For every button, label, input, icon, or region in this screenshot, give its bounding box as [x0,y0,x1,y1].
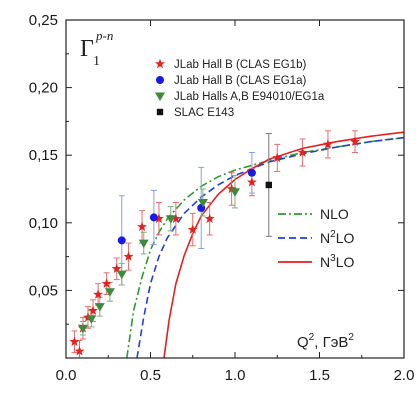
x-tick-label: 0.5 [140,367,161,384]
data-point-triangle-down [77,324,88,334]
x-axis-label: Q2, ГэВ2 [297,332,354,351]
data-point-circle [149,213,158,222]
y-tick-label: 0,25 [29,12,58,29]
curves-layer [126,131,405,359]
legend-marker-triangle-down [155,92,165,101]
data-point-star [88,305,98,315]
legend-data-series: JLab Hall B (CLAS EG1b) JLab Hall B (CLAS… [155,58,325,119]
data-point-star [350,136,360,146]
data-point-star [74,346,85,356]
x-tick-label: 0.0 [56,367,77,384]
y-tick-label: 0,15 [29,147,58,164]
x-label-unit-sup: 2 [348,332,354,343]
data-point-star [101,278,112,288]
curve-dashed [136,136,405,359]
legend-curves: NLO N2LO N3LO [278,206,354,270]
gamma-superscript: p-n [95,28,113,43]
y-tick-label: 0,05 [29,282,58,299]
curve-solid [163,131,405,359]
x-label-sup: 2 [309,332,315,343]
legend-marker-circle [156,76,164,84]
data-point-star [123,251,134,261]
data-point-triangle-down [116,270,127,280]
ticks-layer [65,19,405,359]
tick-labels-layer: 0.0 0.5 1.0 1.5 2.0 0,05 0,10 0,15 0,20 0,25 [29,12,415,384]
data-point-triangle-down [104,288,115,297]
legend-label: SLAC E143 [174,107,234,119]
points-layer [69,136,360,356]
x-tick-label: 1.0 [225,367,246,384]
data-point-star [323,139,333,149]
data-point-star [272,152,283,163]
errorbars-layer [71,130,358,359]
data-point-star [154,213,164,223]
data-point-star [111,263,122,273]
gamma-symbol: Γ [80,36,94,62]
data-point-circle [117,236,126,245]
legend-label: JLab Hall B (CLAS EG1a) [174,75,306,87]
x-tick-label: 1.5 [309,367,330,384]
x-tick-label: 2.0 [394,367,415,384]
x-label-base: Q [297,334,309,351]
gamma-annotation: Γ 1 p-n [80,28,113,69]
legend-marker-square [156,108,164,116]
data-point-star [137,221,147,232]
legend-curve-label: N2LO [320,229,354,246]
y-tick-label: 0,20 [29,80,58,97]
legend-curve-label: NLO [320,206,349,222]
data-point-triangle-down [197,199,208,208]
legend-label: JLab Hall B (CLAS EG1b) [174,59,306,71]
data-point-star [246,177,257,187]
data-point-triangle-down [86,315,97,324]
data-point-star [93,289,104,299]
data-point-star [297,147,308,157]
data-point-square [265,181,272,189]
data-point-star [187,224,198,234]
data-point-triangle-down [138,239,149,249]
legend-curve-label: N3LO [320,253,354,270]
legend-marker-star [155,58,165,69]
y-tick-label: 0,10 [29,215,58,232]
data-point-triangle-down [94,303,105,312]
x-label-text: Q2, ГэВ2 [297,332,354,351]
data-point-triangle-down [230,188,240,197]
gamma-subscript: 1 [93,54,100,69]
data-point-circle [247,168,256,177]
data-point-triangle-down [165,215,176,224]
x-label-unit: , ГэВ [314,334,348,351]
legend-label: JLab Halls A,B E94010/EG1a [174,91,325,103]
data-point-star [204,213,215,223]
data-point-star [170,213,181,223]
data-point-star [69,336,80,346]
